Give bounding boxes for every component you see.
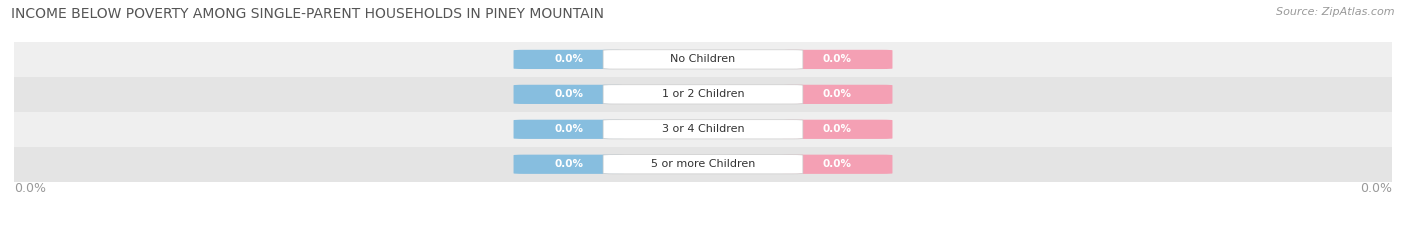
Text: 0.0%: 0.0% (1360, 182, 1392, 195)
FancyBboxPatch shape (782, 120, 893, 139)
Text: INCOME BELOW POVERTY AMONG SINGLE-PARENT HOUSEHOLDS IN PINEY MOUNTAIN: INCOME BELOW POVERTY AMONG SINGLE-PARENT… (11, 7, 605, 21)
Text: 0.0%: 0.0% (823, 124, 852, 134)
Bar (14, 42, 1392, 77)
FancyBboxPatch shape (782, 50, 893, 69)
FancyBboxPatch shape (603, 155, 803, 174)
FancyBboxPatch shape (782, 155, 893, 174)
Text: 0.0%: 0.0% (823, 55, 852, 64)
Text: 0.0%: 0.0% (554, 124, 583, 134)
FancyBboxPatch shape (782, 85, 893, 104)
Text: No Children: No Children (671, 55, 735, 64)
FancyBboxPatch shape (513, 120, 624, 139)
FancyBboxPatch shape (603, 50, 803, 69)
Bar (14, 112, 1392, 147)
Bar (14, 147, 1392, 182)
FancyBboxPatch shape (603, 85, 803, 104)
Text: 1 or 2 Children: 1 or 2 Children (662, 89, 744, 99)
FancyBboxPatch shape (513, 85, 624, 104)
Text: 0.0%: 0.0% (554, 159, 583, 169)
Text: 0.0%: 0.0% (554, 89, 583, 99)
Text: 5 or more Children: 5 or more Children (651, 159, 755, 169)
Text: 0.0%: 0.0% (14, 182, 46, 195)
Text: 0.0%: 0.0% (554, 55, 583, 64)
Text: 3 or 4 Children: 3 or 4 Children (662, 124, 744, 134)
FancyBboxPatch shape (603, 120, 803, 139)
Text: Source: ZipAtlas.com: Source: ZipAtlas.com (1277, 7, 1395, 17)
Text: 0.0%: 0.0% (823, 89, 852, 99)
Text: 0.0%: 0.0% (823, 159, 852, 169)
FancyBboxPatch shape (513, 50, 624, 69)
FancyBboxPatch shape (513, 155, 624, 174)
Bar (14, 77, 1392, 112)
